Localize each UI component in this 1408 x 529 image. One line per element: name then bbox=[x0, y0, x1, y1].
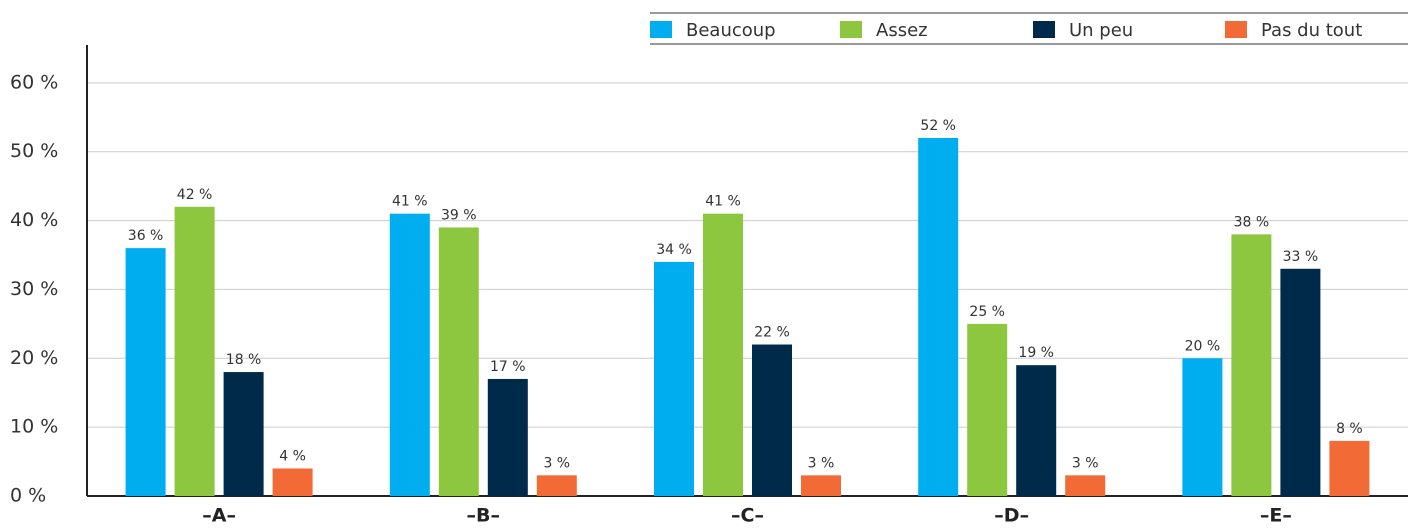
bar bbox=[438, 227, 479, 497]
value-label: 34 % bbox=[656, 242, 692, 258]
value-label: 42 % bbox=[177, 187, 213, 203]
legend-swatch bbox=[840, 21, 862, 38]
value-label: 38 % bbox=[1234, 214, 1270, 230]
legend-label: Un peu bbox=[1069, 20, 1133, 41]
y-tick-label: 30 % bbox=[10, 278, 58, 300]
value-label: 19 % bbox=[1018, 345, 1054, 361]
y-tick-label: 60 % bbox=[10, 71, 58, 93]
y-tick-label: 50 % bbox=[10, 140, 58, 162]
value-label: 20 % bbox=[1185, 338, 1221, 354]
legend-label: Pas du tout bbox=[1261, 20, 1362, 41]
value-label: 52 % bbox=[920, 118, 956, 134]
bar bbox=[389, 213, 430, 497]
x-tick-label: –D– bbox=[994, 505, 1029, 527]
bar bbox=[1065, 475, 1106, 496]
value-label: 22 % bbox=[754, 325, 790, 341]
bar bbox=[1016, 365, 1057, 496]
x-tick-label: –E– bbox=[1260, 505, 1292, 527]
value-label: 18 % bbox=[226, 352, 262, 368]
bar bbox=[487, 378, 528, 496]
bar bbox=[536, 475, 577, 496]
legend-swatch bbox=[1225, 21, 1247, 38]
bar bbox=[174, 206, 215, 497]
value-label: 25 % bbox=[969, 304, 1005, 320]
value-label: 41 % bbox=[392, 194, 428, 210]
value-label: 17 % bbox=[490, 359, 526, 375]
value-label: 8 % bbox=[1336, 421, 1363, 437]
y-tick-label: 0 % bbox=[10, 485, 46, 507]
legend-label: Assez bbox=[876, 20, 928, 41]
value-label: 4 % bbox=[279, 448, 306, 464]
bar bbox=[967, 323, 1008, 496]
bar bbox=[1280, 268, 1321, 496]
x-tick-label: –B– bbox=[467, 505, 500, 527]
bar bbox=[654, 261, 694, 496]
x-tick-label: –A– bbox=[202, 505, 236, 527]
y-tick-label: 10 % bbox=[10, 416, 58, 438]
value-label: 39 % bbox=[441, 207, 477, 223]
bar bbox=[752, 344, 792, 496]
bar bbox=[272, 468, 313, 496]
legend-swatch bbox=[650, 21, 672, 38]
value-label: 3 % bbox=[808, 455, 835, 471]
value-label: 3 % bbox=[543, 455, 570, 471]
value-label: 3 % bbox=[1072, 455, 1099, 471]
bar bbox=[1182, 358, 1223, 496]
y-tick-label: 20 % bbox=[10, 347, 58, 369]
legend-label: Beaucoup bbox=[686, 20, 776, 41]
bar bbox=[1329, 440, 1370, 496]
bar bbox=[1231, 234, 1272, 497]
y-tick-label: 40 % bbox=[10, 209, 58, 231]
value-label: 41 % bbox=[705, 194, 741, 210]
legend-swatch bbox=[1033, 21, 1055, 38]
value-label: 33 % bbox=[1283, 249, 1319, 265]
bar bbox=[223, 372, 264, 496]
bar bbox=[918, 137, 959, 496]
bar bbox=[703, 213, 743, 497]
bar bbox=[125, 248, 166, 496]
x-tick-label: –C– bbox=[731, 505, 764, 527]
value-label: 36 % bbox=[128, 228, 164, 244]
bar bbox=[801, 475, 841, 496]
